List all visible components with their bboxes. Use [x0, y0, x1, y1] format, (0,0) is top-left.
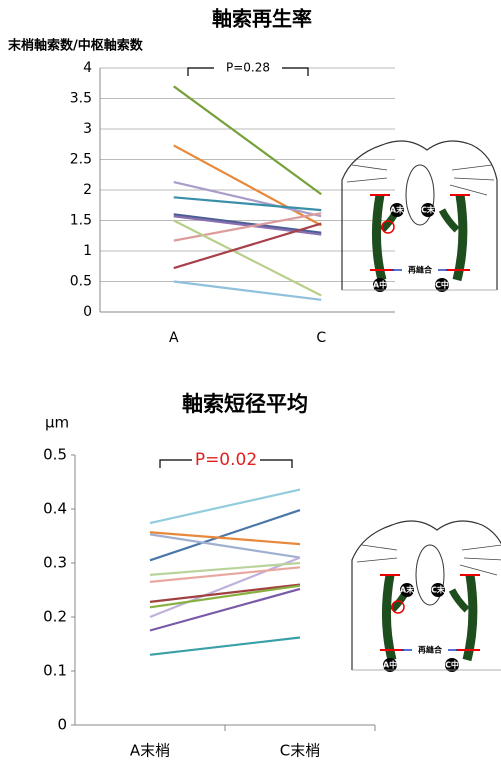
y-tick-label: 4: [83, 60, 92, 76]
series-line: [150, 589, 300, 631]
y-tick-label: 2.5: [70, 152, 92, 168]
y-tick-label: 0.3: [43, 554, 67, 572]
y-tick-label: 0.5: [43, 446, 67, 464]
p-value: P=0.02: [195, 450, 257, 470]
x-tick-label: A末梢: [130, 742, 170, 760]
diagram-label: A中: [383, 660, 397, 670]
x-tick-label: C末梢: [280, 742, 320, 760]
y-tick-label: 0: [83, 304, 92, 320]
x-tick-label: C: [316, 330, 326, 346]
whisker: [357, 545, 501, 575]
y-tick-label: 3.5: [70, 91, 92, 107]
diagram-label: C末: [431, 585, 445, 595]
series-line: [150, 586, 300, 608]
chart-title: 軸索再生率: [212, 7, 312, 31]
y-axis-label: μm: [45, 414, 69, 432]
diagram-label: 再縫合: [418, 645, 443, 655]
diagram-label: C中: [435, 280, 449, 290]
series-line: [174, 224, 322, 269]
series-line: [174, 145, 322, 225]
y-axis-label: 末梢軸索数/中枢軸索数: [7, 38, 144, 54]
diagram-label: C末: [421, 205, 435, 215]
diagram-label: A末: [400, 585, 414, 595]
y-tick-label: 2: [83, 182, 92, 198]
y-tick-label: 0.2: [43, 608, 67, 626]
diagram-label: 再縫合: [408, 265, 433, 275]
y-tick-label: 0.4: [43, 500, 67, 518]
x-tick-label: A: [169, 330, 179, 346]
series-line: [150, 638, 300, 655]
p-value: P=0.28: [226, 61, 270, 75]
diagram-label: C中: [445, 660, 459, 670]
y-tick-label: 0.1: [43, 662, 67, 680]
diagram-label: A中: [373, 280, 387, 290]
diagram-label: A末: [390, 205, 404, 215]
series-line: [174, 86, 322, 194]
y-tick-label: 0.5: [70, 274, 92, 290]
y-tick-label: 3: [83, 121, 92, 137]
y-tick-label: 1: [83, 243, 92, 259]
page: 軸索再生率末梢軸索数/中枢軸索数 0 0.5 1 1.5 2 2.5 3 3.5 4 A C P=0.2…: [0, 0, 501, 764]
chart-title: 軸索短径平均: [182, 392, 308, 416]
y-tick-label: 1.5: [70, 213, 92, 229]
y-tick-label: 0: [57, 716, 67, 734]
